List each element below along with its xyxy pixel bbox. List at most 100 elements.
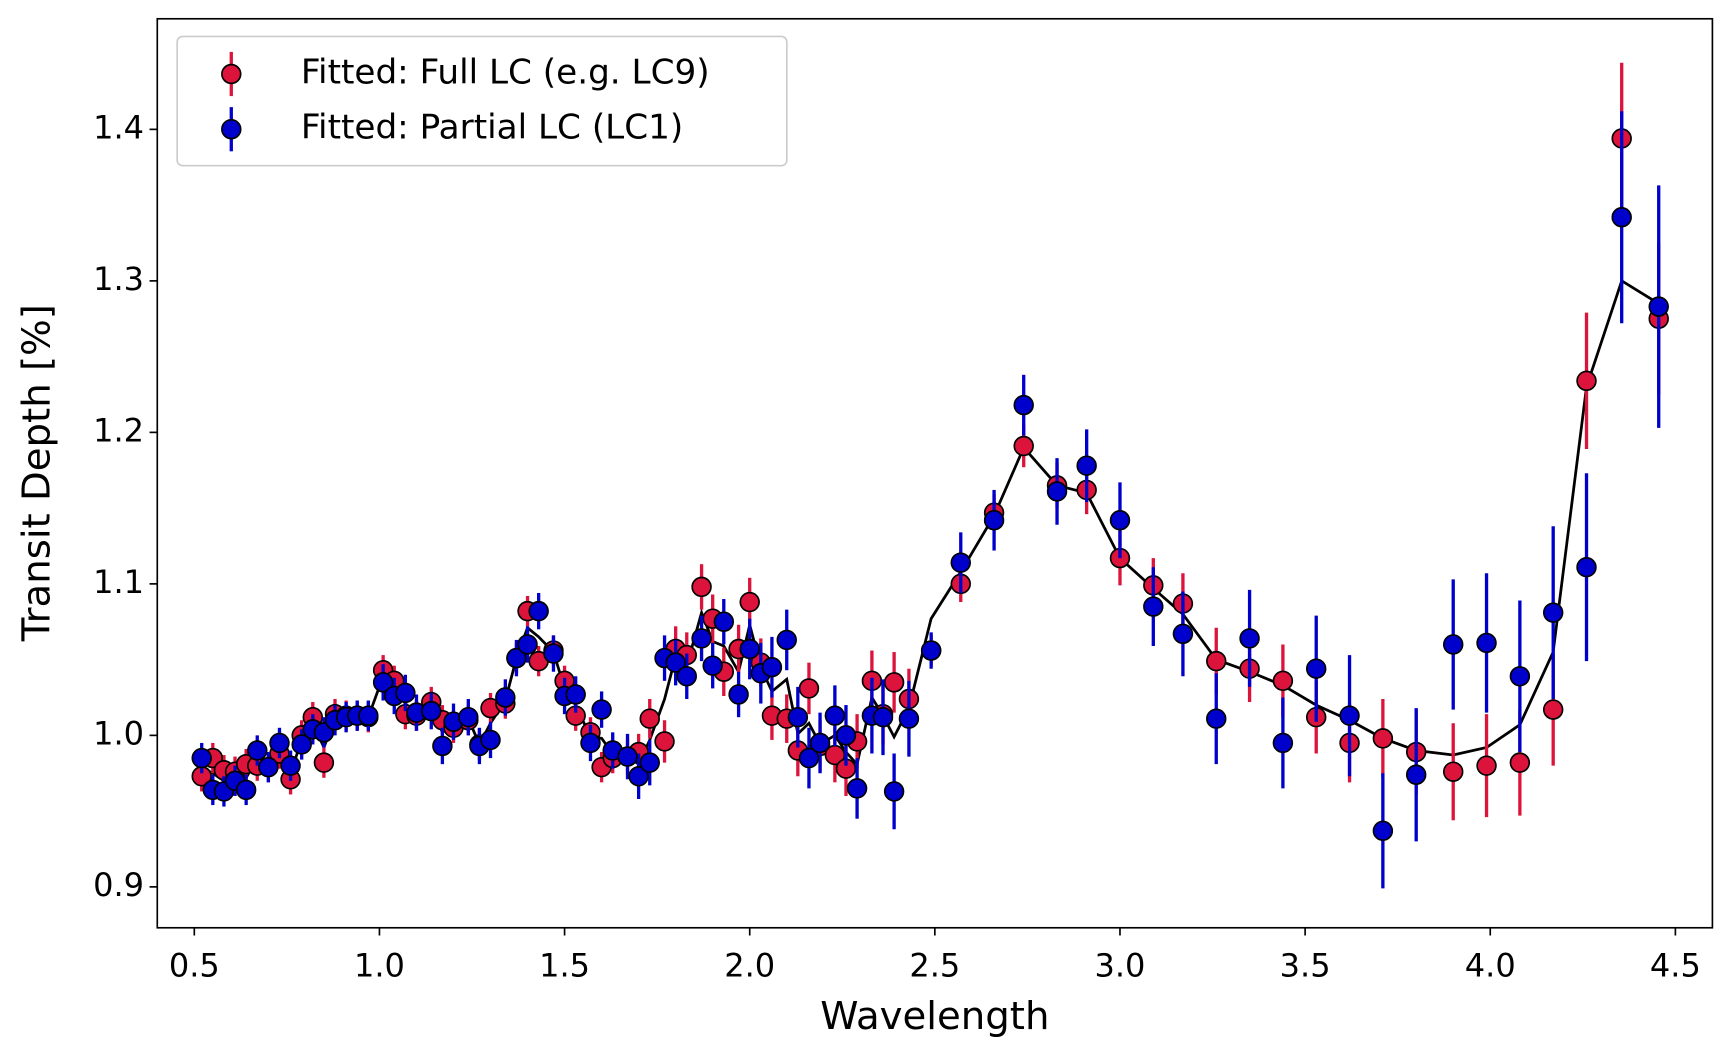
data-point	[358, 705, 379, 726]
x-tick-label: 3.5	[1280, 947, 1331, 985]
data-point	[280, 755, 301, 776]
data-point	[950, 552, 971, 573]
y-tick-label: 0.9	[93, 866, 144, 904]
data-point	[1272, 670, 1294, 692]
data-point	[787, 706, 809, 728]
data-point	[639, 708, 660, 729]
y-tick-label: 1.4	[93, 108, 144, 146]
data-point	[1476, 632, 1497, 654]
data-point	[1013, 394, 1034, 416]
data-point	[235, 779, 257, 801]
y-axis-label: Transit Depth [%]	[15, 304, 60, 642]
data-point	[809, 732, 831, 754]
data-point	[920, 640, 942, 661]
data-point	[1576, 556, 1597, 578]
legend-marker	[221, 63, 242, 85]
plot-frame	[156, 17, 1714, 929]
y-tick-label: 1.1	[93, 563, 144, 601]
data-point	[676, 666, 697, 687]
data-point	[1542, 602, 1564, 623]
data-point	[798, 678, 820, 699]
data-point	[1272, 732, 1294, 754]
x-tick-label: 0.5	[169, 947, 220, 985]
legend-label: Fitted: Full LC (e.g. LC9)	[301, 53, 710, 93]
data-point	[776, 629, 797, 651]
data-point	[1206, 708, 1227, 729]
data-point	[313, 752, 335, 773]
x-axis-label: Wavelength	[820, 994, 1049, 1039]
data-point	[1339, 705, 1360, 726]
data-point	[495, 687, 516, 708]
data-point	[761, 656, 783, 678]
data-point	[580, 732, 601, 754]
data-point	[739, 591, 760, 613]
data-point	[1046, 481, 1068, 502]
data-point	[665, 652, 686, 673]
data-point	[1143, 596, 1164, 617]
data-point	[372, 672, 394, 693]
data-point	[1576, 370, 1597, 392]
data-point	[1476, 755, 1497, 776]
data-point	[739, 638, 760, 660]
data-point	[1443, 761, 1464, 782]
data-point	[1206, 650, 1227, 672]
data-point	[480, 729, 501, 751]
data-point	[639, 752, 660, 773]
data-point	[591, 699, 612, 720]
data-point	[1509, 752, 1531, 773]
x-tick-label: 2.0	[724, 947, 775, 985]
y-tick-label: 1.3	[93, 260, 144, 298]
data-point	[517, 634, 538, 655]
data-point	[1443, 634, 1464, 655]
data-point	[1372, 728, 1394, 749]
data-point	[702, 655, 723, 676]
data-point	[528, 600, 549, 622]
data-point	[506, 647, 527, 669]
data-point	[898, 708, 920, 729]
data-point	[798, 747, 820, 769]
data-point	[1372, 820, 1394, 842]
data-point	[1611, 207, 1632, 228]
legend-box	[176, 35, 788, 167]
legend-marker	[221, 119, 242, 140]
y-tick-label: 1.2	[93, 411, 144, 449]
y-tick-label: 1.0	[93, 714, 144, 752]
data-point	[691, 628, 712, 649]
x-tick-label: 3.0	[1095, 947, 1146, 985]
data-point	[191, 747, 212, 769]
data-point	[1306, 658, 1327, 679]
data-point	[1109, 510, 1131, 531]
data-point	[1172, 623, 1194, 645]
data-point	[543, 643, 564, 664]
data-point	[728, 684, 749, 705]
data-point	[1013, 435, 1034, 457]
data-point	[1542, 699, 1564, 720]
data-point	[713, 611, 735, 632]
data-point	[258, 756, 279, 778]
data-point	[846, 778, 868, 799]
data-point	[291, 734, 312, 755]
x-tick-label: 4.5	[1650, 947, 1701, 985]
legend: Fitted: Full LC (e.g. LC9) Fitted: Partia…	[176, 35, 788, 167]
data-point	[883, 672, 905, 693]
data-point	[458, 706, 479, 728]
data-point	[432, 735, 453, 757]
x-tick-label: 1.5	[539, 947, 590, 985]
data-point	[565, 684, 586, 705]
data-point	[1405, 764, 1427, 785]
x-tick-label: 4.0	[1465, 947, 1516, 985]
data-point	[395, 682, 416, 704]
data-point	[1648, 296, 1669, 317]
data-point	[691, 576, 712, 598]
data-point	[628, 766, 649, 787]
x-tick-label: 1.0	[354, 947, 405, 985]
x-tick-label: 2.5	[909, 947, 960, 985]
data-point	[1076, 455, 1097, 476]
data-point	[421, 700, 442, 722]
data-point	[1509, 666, 1531, 687]
data-point	[835, 725, 857, 746]
data-point	[654, 731, 675, 752]
data-point	[1239, 628, 1260, 649]
data-point	[883, 781, 905, 802]
